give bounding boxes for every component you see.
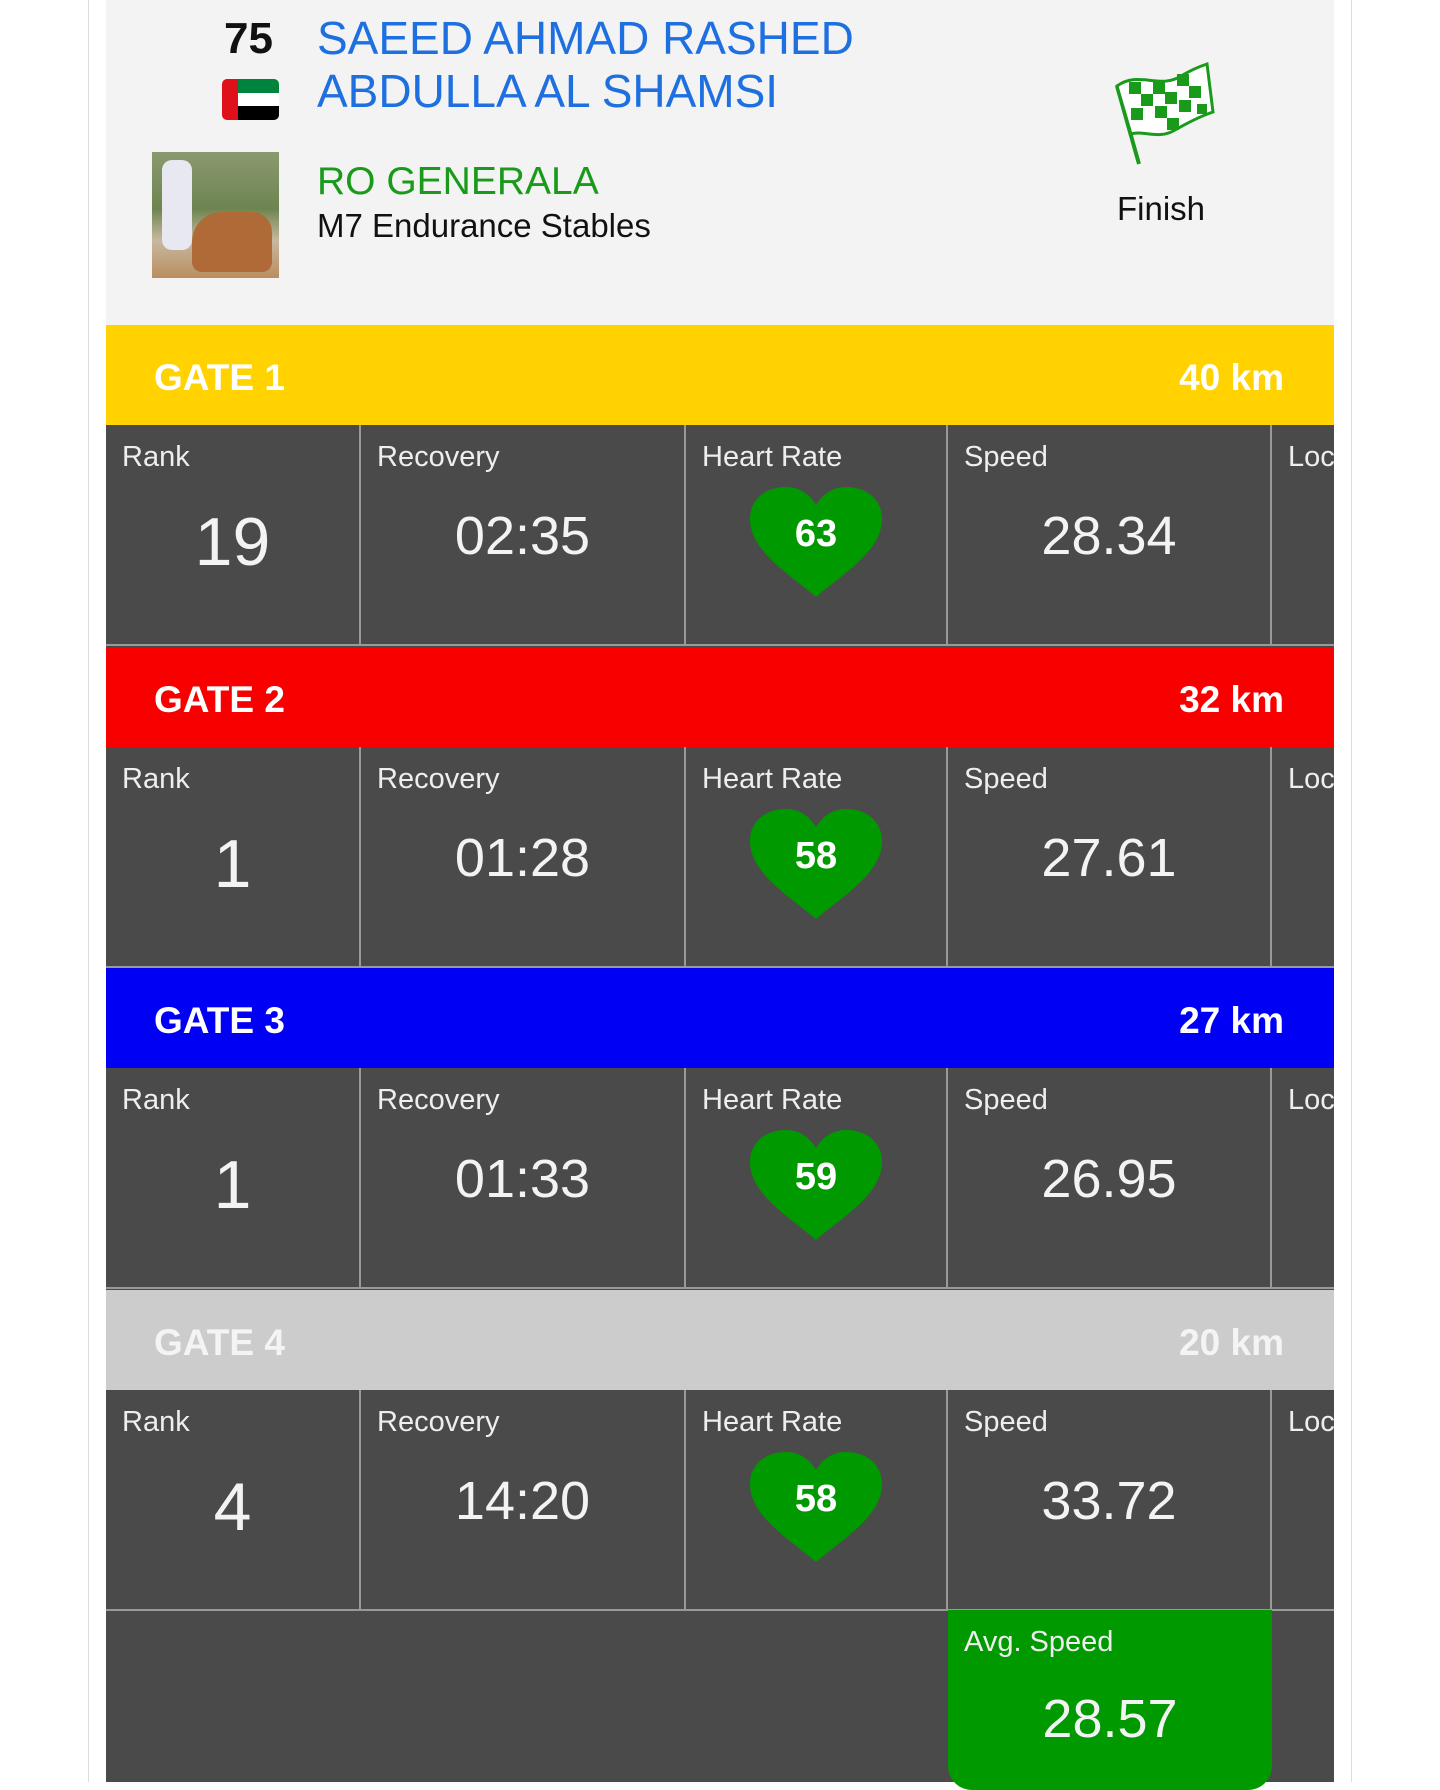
heart-rate-cell: Heart Rate 58 bbox=[686, 746, 948, 966]
rank-value: 1 bbox=[213, 1147, 252, 1223]
heart-rate-label: Heart Rate bbox=[702, 1405, 843, 1438]
rank-cell: Rank 1 bbox=[106, 746, 361, 966]
location-label: Loc bbox=[1288, 1405, 1334, 1438]
heart-rate-value: 59 bbox=[794, 1156, 838, 1198]
gate-stats-row: Rank 1 Recovery 01:33 Heart Rate 59 Spee… bbox=[106, 1068, 1334, 1289]
location-cell: Loc bbox=[1272, 425, 1334, 644]
location-label: Loc bbox=[1288, 1084, 1334, 1116]
speed-label: Speed bbox=[964, 1084, 1048, 1116]
rank-cell: Rank 1 bbox=[106, 1068, 361, 1287]
speed-label: Speed bbox=[964, 762, 1048, 795]
recovery-label: Recovery bbox=[377, 762, 500, 795]
rank-label: Rank bbox=[122, 441, 190, 473]
avg-speed-box: Avg. Speed 28.57 bbox=[948, 1610, 1272, 1790]
location-label: Loc bbox=[1288, 441, 1334, 473]
heart-icon: 63 bbox=[748, 485, 884, 599]
rider-name-line1: SAEED AHMAD RASHED bbox=[317, 12, 854, 64]
rider-name[interactable]: SAEED AHMAD RASHED ABDULLA AL SHAMSI bbox=[317, 12, 1017, 118]
gate-title: GATE 3 bbox=[154, 1000, 285, 1041]
speed-value: 26.95 bbox=[1041, 1149, 1177, 1209]
recovery-label: Recovery bbox=[377, 1405, 500, 1438]
gate-header[interactable]: GATE 1 40 km bbox=[106, 325, 1334, 425]
heart-rate-value: 63 bbox=[794, 513, 838, 555]
status-label: Finish bbox=[1116, 190, 1206, 227]
location-cell: Loc bbox=[1272, 1390, 1334, 1609]
gate-distance: 20 km bbox=[1179, 1321, 1284, 1363]
rank-cell: Rank 19 bbox=[106, 425, 361, 644]
gate-stats-row: Rank 4 Recovery 14:20 Heart Rate 58 Spee… bbox=[106, 1389, 1334, 1611]
avg-speed-value: 28.57 bbox=[1042, 1689, 1178, 1749]
recovery-label: Recovery bbox=[377, 441, 500, 473]
gate-title: GATE 1 bbox=[154, 357, 285, 398]
avg-speed-label: Avg. Speed bbox=[964, 1626, 1114, 1658]
gate-distance: 40 km bbox=[1179, 357, 1284, 398]
gate-title: GATE 4 bbox=[154, 1321, 285, 1363]
gate-header[interactable]: GATE 2 32 km bbox=[106, 646, 1334, 747]
heart-rate-cell: Heart Rate 63 bbox=[686, 425, 948, 644]
recovery-value: 01:33 bbox=[454, 1149, 591, 1209]
speed-label: Speed bbox=[964, 1405, 1048, 1438]
recovery-label: Recovery bbox=[377, 1084, 500, 1116]
speed-cell: Speed 28.34 bbox=[948, 425, 1272, 644]
location-cell: Loc bbox=[1272, 747, 1334, 966]
rank-value: 19 bbox=[194, 504, 271, 580]
recovery-cell: Recovery 01:28 bbox=[361, 746, 686, 966]
gate-stats-row: Rank 1 Recovery 01:28 Heart Rate 58 Spee… bbox=[106, 746, 1334, 968]
rank-label: Rank bbox=[122, 1405, 190, 1438]
heart-icon: 59 bbox=[748, 1128, 884, 1242]
gate-stats-row: Rank 19 Recovery 02:35 Heart Rate 63 Spe… bbox=[106, 425, 1334, 646]
speed-label: Speed bbox=[964, 441, 1048, 473]
heart-icon: 58 bbox=[748, 807, 884, 921]
rider-number: 75 bbox=[224, 14, 273, 63]
page-frame bbox=[88, 0, 1352, 1782]
rank-value: 1 bbox=[213, 825, 252, 902]
recovery-cell: Recovery 01:33 bbox=[361, 1068, 686, 1287]
horse-name[interactable]: RO GENERALA bbox=[317, 160, 599, 203]
rider-name-line2: ABDULLA AL SHAMSI bbox=[317, 65, 779, 117]
recovery-value: 02:35 bbox=[454, 506, 591, 566]
gate-title: GATE 2 bbox=[154, 678, 285, 720]
gate-distance: 32 km bbox=[1179, 678, 1284, 720]
gate-header[interactable]: GATE 3 27 km bbox=[106, 968, 1334, 1068]
speed-value: 28.34 bbox=[1041, 506, 1177, 566]
heart-rate-value: 58 bbox=[794, 1477, 838, 1520]
heart-rate-label: Heart Rate bbox=[702, 441, 843, 473]
recovery-value: 01:28 bbox=[454, 827, 591, 888]
location-cell: Loc bbox=[1272, 1068, 1334, 1287]
rank-value: 4 bbox=[213, 1468, 252, 1545]
stable-name: M7 Endurance Stables bbox=[317, 207, 651, 244]
location-label: Loc bbox=[1288, 762, 1334, 795]
gate-distance: 27 km bbox=[1179, 1000, 1284, 1041]
rank-cell: Rank 4 bbox=[106, 1389, 361, 1609]
rider-card: 75 SAEED AHMAD RASHED ABDULLA AL SHAMSI R… bbox=[106, 0, 1334, 1790]
heart-rate-cell: Heart Rate 59 bbox=[686, 1068, 948, 1287]
rider-photo bbox=[152, 152, 279, 278]
rider-header: 75 SAEED AHMAD RASHED ABDULLA AL SHAMSI R… bbox=[106, 0, 1334, 325]
uae-flag-icon bbox=[222, 79, 279, 120]
heart-icon: 58 bbox=[748, 1450, 884, 1564]
heart-rate-label: Heart Rate bbox=[702, 1084, 843, 1116]
recovery-cell: Recovery 14:20 bbox=[361, 1389, 686, 1609]
speed-value: 33.72 bbox=[1041, 1470, 1177, 1531]
speed-cell: Speed 27.61 bbox=[948, 746, 1272, 966]
speed-value: 27.61 bbox=[1041, 827, 1177, 888]
heart-rate-value: 58 bbox=[794, 834, 838, 877]
recovery-value: 14:20 bbox=[454, 1470, 591, 1531]
speed-cell: Speed 26.95 bbox=[948, 1068, 1272, 1287]
checkered-flag-icon bbox=[1115, 61, 1215, 165]
speed-cell: Speed 33.72 bbox=[948, 1389, 1272, 1609]
heart-rate-cell: Heart Rate 58 bbox=[686, 1389, 948, 1609]
rank-label: Rank bbox=[122, 1084, 190, 1116]
rank-label: Rank bbox=[122, 762, 190, 795]
gate-header[interactable]: GATE 4 20 km bbox=[106, 1289, 1334, 1390]
heart-rate-label: Heart Rate bbox=[702, 762, 843, 795]
recovery-cell: Recovery 02:35 bbox=[361, 425, 686, 644]
